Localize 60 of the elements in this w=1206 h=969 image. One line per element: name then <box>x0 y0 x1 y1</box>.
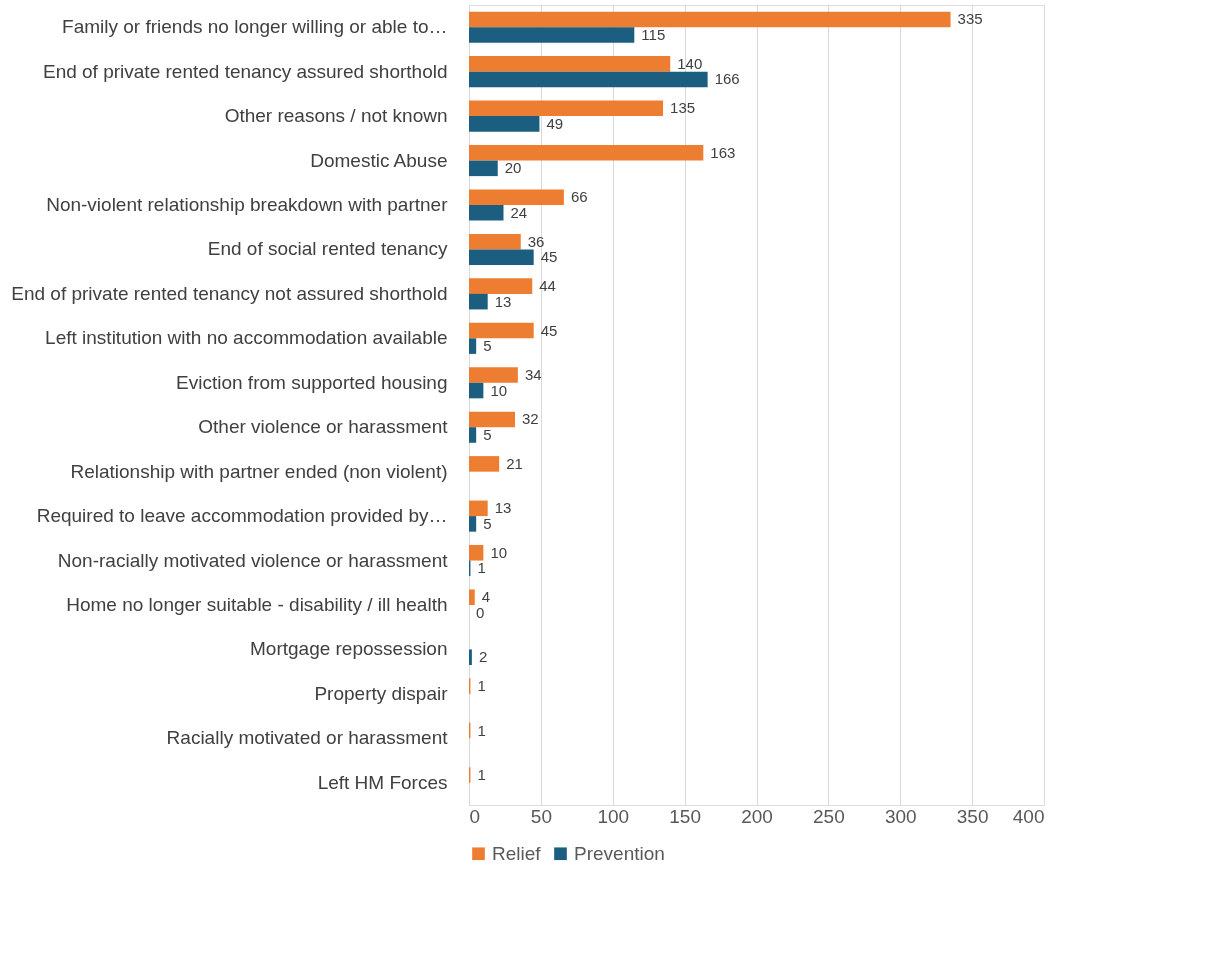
y-tick-label: Left HM Forces <box>317 771 448 793</box>
y-tick-label: Other violence or harassment <box>198 416 449 438</box>
y-tick-label: End of private rented tenancy assured shorthold <box>42 60 448 82</box>
x-tick-label: 0 <box>469 805 481 827</box>
data-label: 20 <box>504 159 522 177</box>
y-tick-label: End of social rented tenancy <box>207 238 448 260</box>
data-label: 1 <box>477 766 486 783</box>
y-tick-label: Non-racially motivated violence or harassment <box>57 549 449 571</box>
x-tick-label: 350 <box>956 805 989 827</box>
data-label: 166 <box>714 70 740 88</box>
data-label: 10 <box>490 381 508 399</box>
data-label: 115 <box>641 26 666 43</box>
x-tick-label: 150 <box>669 805 701 827</box>
y-tick-label: Other reasons / not known <box>224 105 448 127</box>
x-tick-label: 400 <box>1012 805 1045 827</box>
data-label: 13 <box>494 292 512 310</box>
data-label: 140 <box>677 54 703 72</box>
data-label: 44 <box>539 277 556 295</box>
data-label: 335 <box>957 10 983 28</box>
data-label: 0 <box>476 603 485 621</box>
data-label: 66 <box>570 188 588 206</box>
data-label: 1 <box>477 677 486 695</box>
data-label: 21 <box>506 454 523 472</box>
y-tick-label: Family or friends no longer willing or able to… <box>62 16 448 38</box>
data-label: 45 <box>540 321 558 339</box>
data-label: 1 <box>477 559 486 577</box>
data-label: 10 <box>490 543 508 561</box>
x-tick-label: 50 <box>530 805 552 827</box>
legend-label: Relief <box>492 842 542 864</box>
y-tick-label: Racially motivated or harassment <box>166 727 449 749</box>
y-tick-label: Relationship with partner ended (non violent) <box>70 460 448 482</box>
data-label: 163 <box>710 143 736 161</box>
data-label: 34 <box>524 366 542 383</box>
data-label: 5 <box>483 337 492 355</box>
x-tick-label: 200 <box>741 805 773 827</box>
y-tick-label: Left institution with no accommodation available <box>45 327 448 349</box>
y-tick-label: Non-violent relationship breakdown with partner <box>46 194 449 215</box>
y-tick-label: Property dispair <box>314 682 449 704</box>
data-label: 45 <box>540 248 558 266</box>
y-tick-label: Home no longer suitable - disability / ill health <box>66 594 448 615</box>
data-label: 49 <box>546 114 564 132</box>
data-label: 24 <box>510 203 528 221</box>
y-tick-label: Eviction from supported housing <box>176 371 448 393</box>
x-tick-label: 100 <box>597 805 630 827</box>
data-label: 5 <box>483 514 492 532</box>
data-label: 135 <box>670 99 696 117</box>
y-tick-label: Required to leave accommodation provided by… <box>36 505 448 527</box>
data-label: 5 <box>483 426 492 443</box>
data-label: 4 <box>481 588 491 606</box>
y-tick-label: Mortgage repossession <box>250 638 448 660</box>
data-label: 36 <box>527 232 545 250</box>
legend-label: Prevention <box>574 842 665 864</box>
x-tick-label: 300 <box>884 805 917 827</box>
data-label: 32 <box>522 410 539 428</box>
x-tick-label: 250 <box>813 805 845 827</box>
data-label: 2 <box>478 648 488 666</box>
y-tick-label: Domestic Abuse <box>310 149 448 171</box>
y-tick-label: End of private rented tenancy not assured shorthold <box>11 282 448 304</box>
data-label: 1 <box>477 721 486 739</box>
data-label: 13 <box>494 499 512 517</box>
